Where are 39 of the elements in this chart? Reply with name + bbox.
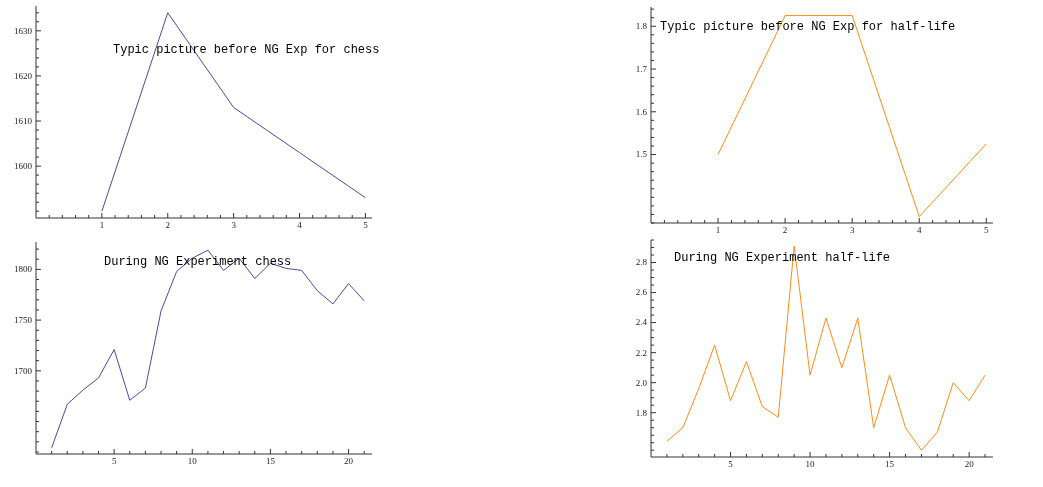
y-tick-label: 1610 [14,115,33,126]
y-tick-label: 1800 [14,264,33,275]
x-tick-label: 5 [111,456,117,467]
y-tick-label: 1750 [14,314,33,325]
y-tick-label: 1.7 [635,63,648,74]
x-tick-label: 2 [165,220,171,231]
line-series [666,245,986,451]
y-tick-label: 1.8 [635,407,648,418]
x-tick-label: 5 [363,220,369,231]
x-tick-label: 20 [964,459,975,470]
y-tick-label: 1600 [14,161,33,172]
x-tick-label: 20 [344,456,354,467]
y-tick-label: 2.0 [635,377,648,388]
text: Typic picture before NG Exp for chess [113,43,380,57]
y-tick-label: 1620 [14,70,33,81]
y-tick-label: 1.5 [635,149,648,160]
y-tick-label: 2.2 [635,347,647,358]
y-tick-label: 2.6 [635,287,648,298]
x-tick-label: 3 [849,225,855,236]
x-tick-label: 15 [265,456,276,467]
y-tick-label: 1700 [14,365,33,376]
y-tick-label: 2.8 [635,257,648,268]
y-tick-label: 2.4 [635,317,648,328]
x-tick-label: 10 [805,459,816,470]
y-tick-label: 1630 [14,25,33,36]
x-tick-label: 3 [231,220,237,231]
x-tick-label: 15 [885,459,895,470]
x-tick-label: 4 [916,225,922,236]
x-tick-label: 5 [984,225,990,236]
text: During NG Experiment chess [104,255,292,269]
line-series [51,249,365,449]
x-tick-label: 1 [715,225,721,236]
x-tick-label: 4 [297,220,303,231]
y-tick-label: 1.8 [635,21,648,32]
x-tick-label: 10 [187,456,198,467]
x-tick-label: 1 [99,220,105,231]
x-tick-label: 2 [782,225,788,236]
x-tick-label: 5 [728,459,734,470]
y-tick-label: 1.6 [635,106,648,117]
